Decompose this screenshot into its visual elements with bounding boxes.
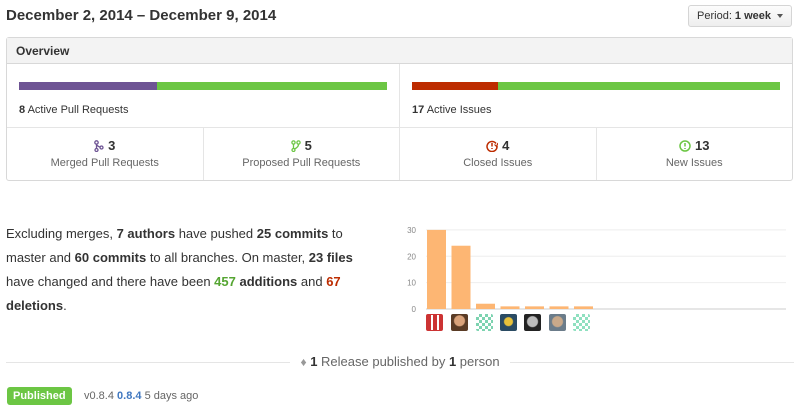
closed-issues-stat[interactable]: 4 Closed Issues — [399, 128, 596, 180]
tag-icon: ♦ — [300, 355, 307, 369]
new-issues-stat[interactable]: 13 New Issues — [595, 128, 793, 180]
avatar[interactable] — [476, 314, 493, 331]
bar-author-3[interactable] — [476, 303, 495, 309]
avatar[interactable] — [524, 314, 541, 331]
bar-author-7[interactable] — [574, 306, 593, 309]
period-select-button[interactable]: Period: 1 week — [688, 5, 792, 27]
closed-issue-icon — [486, 140, 499, 152]
bar-author-4[interactable] — [500, 306, 520, 309]
bar-author-5[interactable] — [525, 306, 544, 309]
merged-pr-icon — [94, 139, 104, 152]
summary-text: Excluding merges, — [6, 226, 117, 241]
commit-summary: Excluding merges, 7 authors have pushed … — [6, 222, 376, 318]
new-issue-icon — [679, 139, 691, 152]
additions-label: additions — [235, 274, 298, 289]
additions-count: 457 — [214, 274, 236, 289]
files-count: 23 files — [308, 250, 353, 265]
new-issues-count: 13 — [695, 138, 710, 153]
y-tick-label: 20 — [407, 252, 416, 261]
bar-author-6[interactable] — [549, 306, 569, 309]
merged-segment — [19, 82, 157, 90]
open-segment — [498, 82, 780, 90]
proposed-pull-requests-count: 5 — [304, 138, 312, 153]
summary-text: . — [63, 298, 67, 313]
deletions-label: deletions — [6, 298, 64, 313]
avatar[interactable] — [426, 314, 443, 331]
proposed-pr-icon — [290, 139, 301, 152]
active-issues-caption: 17 Active Issues — [412, 104, 786, 116]
avatar[interactable] — [573, 314, 590, 331]
period-label: Period: — [697, 10, 732, 22]
period-value: 1 week — [734, 10, 771, 22]
release-text-end: person — [456, 354, 500, 369]
pull-requests-summary[interactable]: 8 Active Pull Requests — [7, 64, 399, 127]
release-version: v0.8.4 — [84, 390, 114, 402]
summary-text: and — [297, 274, 327, 289]
release-count: 1 — [310, 354, 318, 369]
merged-pull-requests-count: 3 — [108, 138, 116, 153]
active-pull-requests-count: 8 — [19, 104, 26, 116]
issues-progress-bar — [412, 82, 780, 90]
avatar[interactable] — [451, 314, 468, 331]
commits-count: 25 commits — [256, 226, 329, 241]
merged-pull-requests-stat[interactable]: 3 Merged Pull Requests — [7, 128, 203, 180]
release-people-count: 1 — [448, 354, 457, 369]
commits-by-author-chart: 0 10 20 30 — [398, 212, 788, 337]
overview-panel: Overview 8 Active Pull Requests 17 Activ… — [6, 37, 793, 181]
new-issues-label: New Issues — [665, 157, 723, 169]
avatar[interactable] — [549, 314, 566, 331]
open-segment — [157, 82, 387, 90]
pull-requests-progress-bar — [19, 82, 387, 90]
issues-summary[interactable]: 17 Active Issues — [399, 64, 792, 127]
deletions-count: 67 — [326, 274, 341, 289]
y-tick-label: 10 — [407, 279, 416, 288]
proposed-pull-requests-stat[interactable]: 5 Proposed Pull Requests — [202, 128, 400, 180]
authors-count: 7 authors — [116, 226, 176, 241]
bar-author-2[interactable] — [451, 245, 471, 309]
avatar[interactable] — [500, 314, 517, 331]
all-branches-commits-count: 60 commits — [74, 250, 147, 265]
chevron-down-icon — [777, 14, 783, 18]
merged-pull-requests-label: Merged Pull Requests — [50, 157, 159, 169]
release-tag-link[interactable]: 0.8.4 — [117, 390, 142, 402]
active-issues-count: 17 — [412, 104, 425, 116]
closed-issues-count: 4 — [502, 138, 510, 153]
y-tick-label: 30 — [407, 226, 416, 235]
release-meta: v0.8.4 0.8.4 5 days ago — [84, 390, 198, 402]
summary-text: to all branches. On master, — [146, 250, 309, 265]
proposed-pull-requests-label: Proposed Pull Requests — [242, 157, 361, 169]
release-text: Release published by — [317, 354, 449, 369]
overview-title: Overview — [7, 38, 792, 64]
active-pull-requests-caption: 8 Active Pull Requests — [19, 104, 393, 116]
date-range-title: December 2, 2014 – December 9, 2014 — [6, 7, 277, 24]
release-summary[interactable]: ♦ 1 Release published by 1 person — [0, 354, 800, 369]
bar-author-1[interactable] — [427, 229, 446, 309]
summary-text: have changed and there have been — [6, 274, 215, 289]
published-badge: Published — [7, 387, 72, 405]
closed-issues-label: Closed Issues — [463, 157, 533, 169]
release-time: 5 days ago — [144, 390, 199, 402]
y-tick-label: 0 — [412, 305, 417, 312]
closed-segment — [412, 82, 499, 90]
summary-text: to master and — [6, 226, 343, 265]
active-pull-requests-label: Active Pull Requests — [27, 104, 129, 116]
chart-svg: 0 10 20 30 — [407, 226, 786, 312]
active-issues-label: Active Issues — [426, 104, 492, 116]
summary-text: have pushed — [175, 226, 257, 241]
